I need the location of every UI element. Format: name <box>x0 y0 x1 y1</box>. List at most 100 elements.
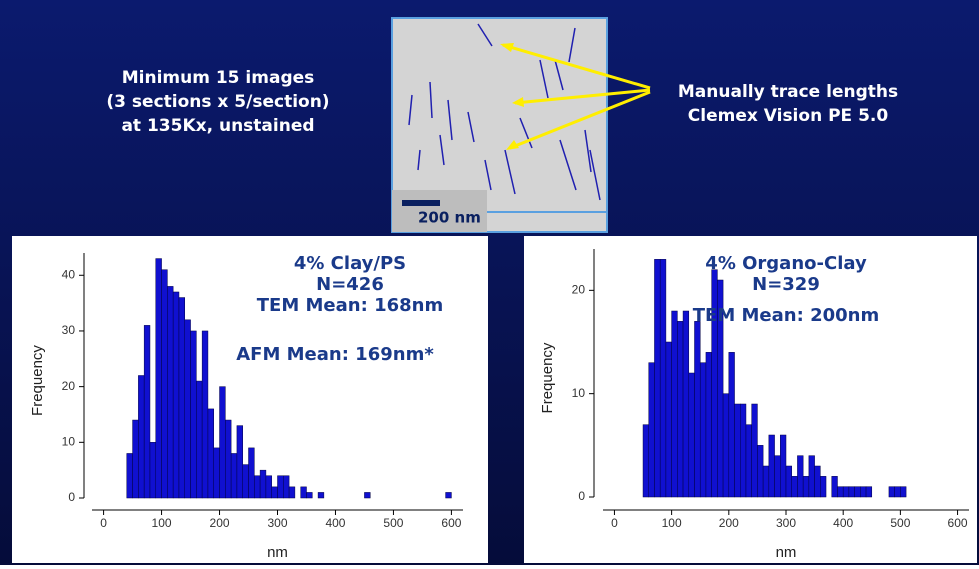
bar <box>889 487 895 497</box>
bar <box>837 487 843 497</box>
bar <box>138 376 144 499</box>
bar <box>185 320 191 498</box>
bar <box>260 470 266 498</box>
bar <box>283 476 289 498</box>
bar <box>843 487 849 497</box>
x-tick-label: 500 <box>890 516 910 530</box>
bar <box>712 270 718 497</box>
bar <box>706 352 712 497</box>
bar <box>900 487 906 497</box>
y-tick-label: 10 <box>572 386 586 400</box>
bar <box>763 466 769 497</box>
bar <box>855 487 861 497</box>
x-axis-label: nm <box>267 544 288 561</box>
bar <box>695 321 701 497</box>
bar <box>815 466 821 497</box>
y-axis-label: Frequency <box>539 342 556 413</box>
bar <box>809 456 815 497</box>
bar <box>666 342 672 497</box>
bar <box>792 476 798 497</box>
bar <box>689 373 695 497</box>
bar <box>364 492 370 498</box>
x-tick-label: 200 <box>719 516 739 530</box>
bar <box>660 259 666 497</box>
bar <box>643 425 649 497</box>
bar <box>156 259 162 498</box>
bar <box>729 352 735 497</box>
bar <box>318 492 324 498</box>
y-tick-label: 40 <box>62 267 76 281</box>
bar <box>849 487 855 497</box>
bar <box>446 492 452 498</box>
bar <box>700 363 706 497</box>
bar <box>133 420 139 498</box>
bar <box>191 331 197 498</box>
bar <box>752 404 758 497</box>
x-tick-label: 300 <box>267 516 287 530</box>
bar <box>654 259 660 497</box>
bar <box>202 331 208 498</box>
annotation: 4% Clay/PS <box>294 253 406 274</box>
bar <box>786 466 792 497</box>
bar <box>272 487 278 498</box>
x-tick-label: 300 <box>776 516 796 530</box>
chart-panel <box>12 236 488 563</box>
bar <box>162 270 168 498</box>
slide: 200 nm Minimum 15 images (3 sections x 5… <box>0 0 979 565</box>
x-axis-label: nm <box>776 544 797 561</box>
bar <box>173 292 179 498</box>
bar <box>797 456 803 497</box>
bar <box>649 363 655 497</box>
bar <box>683 311 689 497</box>
bar <box>220 387 226 498</box>
bar <box>225 420 231 498</box>
bar <box>278 476 284 498</box>
annotation: AFM Mean: 169nm* <box>236 344 434 365</box>
x-tick-label: 100 <box>152 516 172 530</box>
x-tick-label: 0 <box>611 516 618 530</box>
y-tick-label: 20 <box>62 379 76 393</box>
right-text: Clemex Vision PE 5.0 <box>688 106 889 126</box>
chart-panel <box>524 236 977 563</box>
annotation: N=329 <box>752 274 820 295</box>
bar <box>775 456 781 497</box>
bar <box>780 435 786 497</box>
y-tick-label: 20 <box>572 283 586 297</box>
bar <box>746 425 752 497</box>
bar <box>677 321 683 497</box>
bar <box>860 487 866 497</box>
bar <box>672 311 678 497</box>
bar <box>231 453 237 498</box>
y-axis-label: Frequency <box>29 345 46 416</box>
y-tick-label: 0 <box>578 489 585 503</box>
bar <box>266 476 272 498</box>
bar <box>289 487 295 498</box>
annotation: TEM Mean: 168nm <box>257 295 443 316</box>
bar <box>803 476 809 497</box>
left-text: Minimum 15 images <box>122 68 315 88</box>
bar <box>740 404 746 497</box>
bar <box>301 487 307 498</box>
micrograph <box>392 18 607 232</box>
bar <box>757 445 763 497</box>
bar <box>208 409 214 498</box>
bar <box>243 465 249 498</box>
bar <box>144 325 150 498</box>
x-tick-label: 600 <box>948 516 968 530</box>
x-tick-label: 500 <box>383 516 403 530</box>
bar <box>127 453 133 498</box>
bar <box>179 298 185 498</box>
y-tick-label: 0 <box>68 490 75 504</box>
bar <box>167 286 173 498</box>
bar <box>249 448 255 498</box>
bar <box>214 448 220 498</box>
right-text: Manually trace lengths <box>678 82 898 102</box>
scale-bar-label: 200 nm <box>418 209 481 227</box>
bar <box>866 487 872 497</box>
bar <box>895 487 901 497</box>
left-text: at 135Kx, unstained <box>121 116 314 136</box>
annotation: N=426 <box>316 274 384 295</box>
bar <box>769 435 775 497</box>
x-tick-label: 400 <box>325 516 345 530</box>
annotation: 4% Organo-Clay <box>705 253 867 274</box>
